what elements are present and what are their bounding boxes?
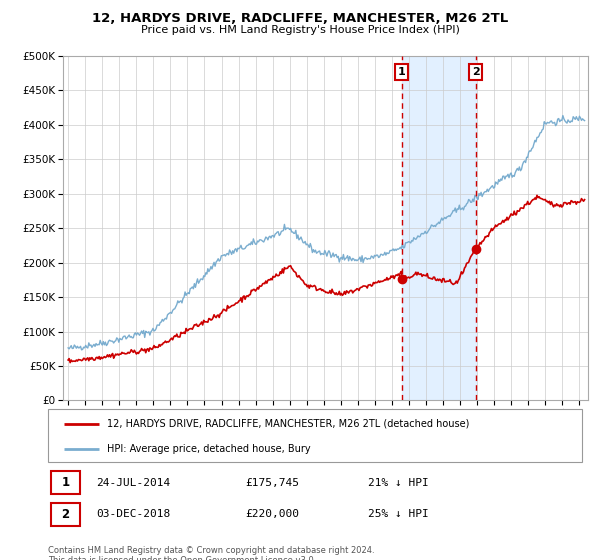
FancyBboxPatch shape <box>48 409 582 462</box>
FancyBboxPatch shape <box>50 503 80 526</box>
Text: 12, HARDYS DRIVE, RADCLIFFE, MANCHESTER, M26 2TL (detached house): 12, HARDYS DRIVE, RADCLIFFE, MANCHESTER,… <box>107 419 469 429</box>
Text: HPI: Average price, detached house, Bury: HPI: Average price, detached house, Bury <box>107 444 310 454</box>
Text: 2: 2 <box>61 508 70 521</box>
Text: Price paid vs. HM Land Registry's House Price Index (HPI): Price paid vs. HM Land Registry's House … <box>140 25 460 35</box>
Text: Contains HM Land Registry data © Crown copyright and database right 2024.
This d: Contains HM Land Registry data © Crown c… <box>48 546 374 560</box>
Text: £175,745: £175,745 <box>245 478 299 488</box>
Text: 21% ↓ HPI: 21% ↓ HPI <box>368 478 429 488</box>
Text: 12, HARDYS DRIVE, RADCLIFFE, MANCHESTER, M26 2TL: 12, HARDYS DRIVE, RADCLIFFE, MANCHESTER,… <box>92 12 508 25</box>
Text: £220,000: £220,000 <box>245 510 299 520</box>
Bar <box>401 56 476 400</box>
Text: 1: 1 <box>61 476 70 489</box>
FancyBboxPatch shape <box>50 472 80 494</box>
Text: 25% ↓ HPI: 25% ↓ HPI <box>368 510 429 520</box>
Text: 24-JUL-2014: 24-JUL-2014 <box>96 478 170 488</box>
Text: 1: 1 <box>398 67 406 77</box>
Text: 2: 2 <box>472 67 480 77</box>
Text: 03-DEC-2018: 03-DEC-2018 <box>96 510 170 520</box>
